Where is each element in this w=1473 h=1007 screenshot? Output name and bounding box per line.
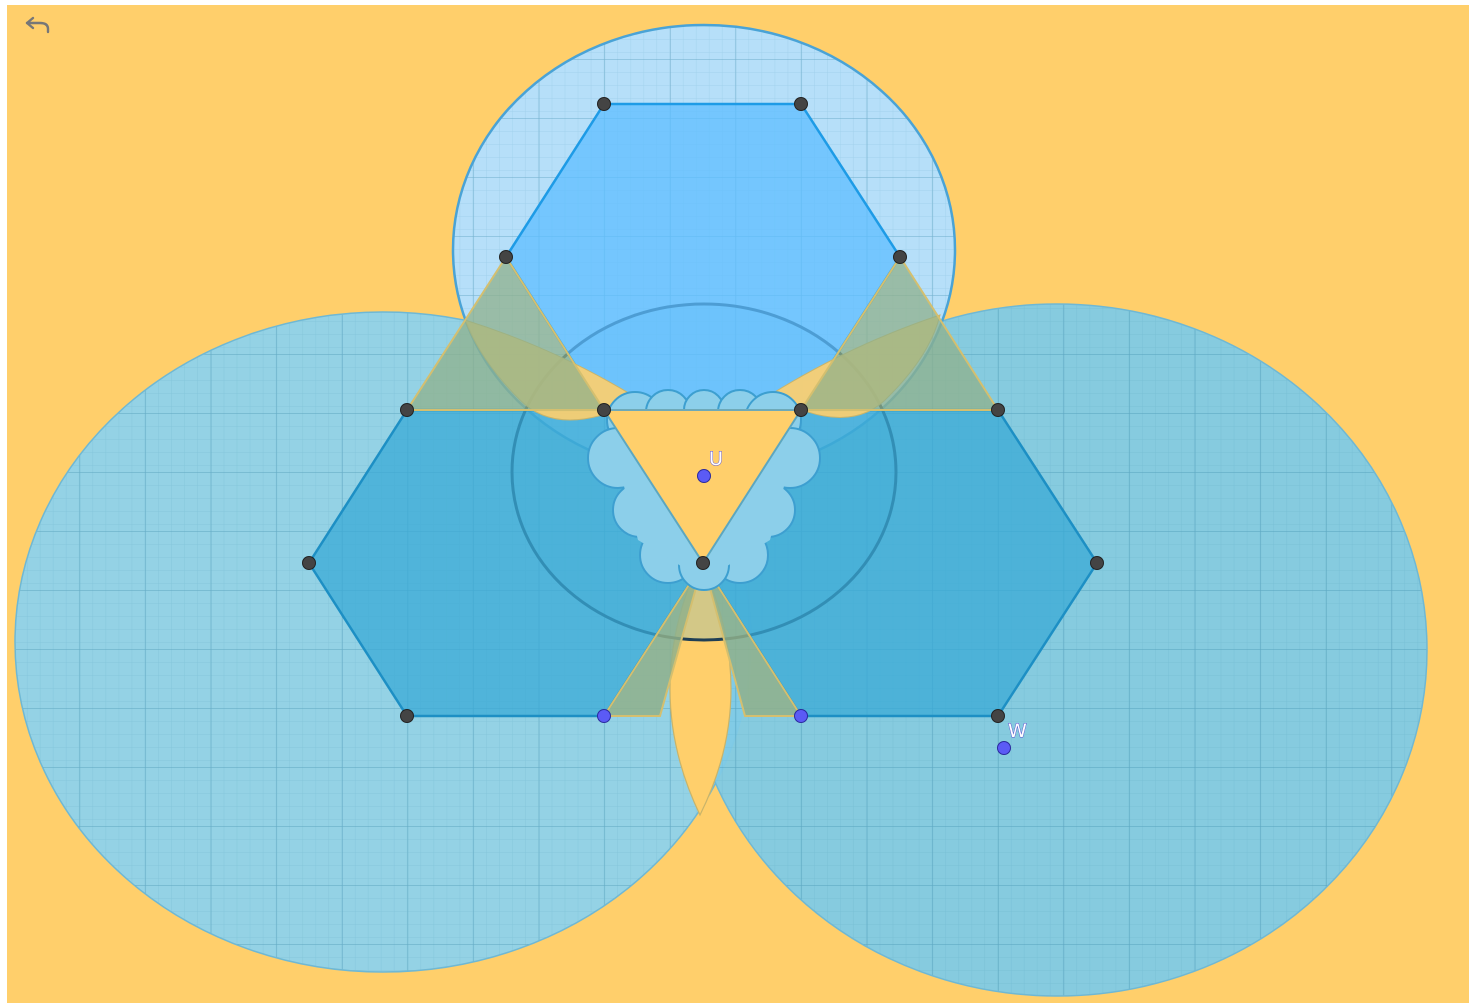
edge-left [603, 409, 704, 564]
point[interactable] [400, 709, 414, 723]
point[interactable] [696, 556, 710, 570]
point[interactable] [499, 250, 513, 264]
point-u[interactable] [697, 469, 711, 483]
point[interactable] [1090, 556, 1104, 570]
point[interactable] [991, 709, 1005, 723]
point-w[interactable] [997, 741, 1011, 755]
point[interactable] [597, 97, 611, 111]
point[interactable] [794, 97, 808, 111]
triangle-right-top[interactable] [799, 255, 1000, 411]
point-blue[interactable] [794, 709, 808, 723]
label-u: U [709, 448, 723, 470]
triangle-left-bottom[interactable] [602, 562, 704, 717]
undo-arrow-icon [25, 16, 50, 34]
point[interactable] [302, 556, 316, 570]
point[interactable] [794, 403, 808, 417]
point[interactable] [893, 250, 907, 264]
point[interactable] [597, 403, 611, 417]
edge-right [702, 409, 802, 564]
triangle-left-top[interactable] [405, 255, 606, 411]
triangle-right-bottom[interactable] [702, 562, 803, 717]
point[interactable] [991, 403, 1005, 417]
point-blue[interactable] [597, 709, 611, 723]
point[interactable] [400, 403, 414, 417]
label-w: W [1008, 720, 1027, 742]
undo-button[interactable] [20, 10, 56, 42]
